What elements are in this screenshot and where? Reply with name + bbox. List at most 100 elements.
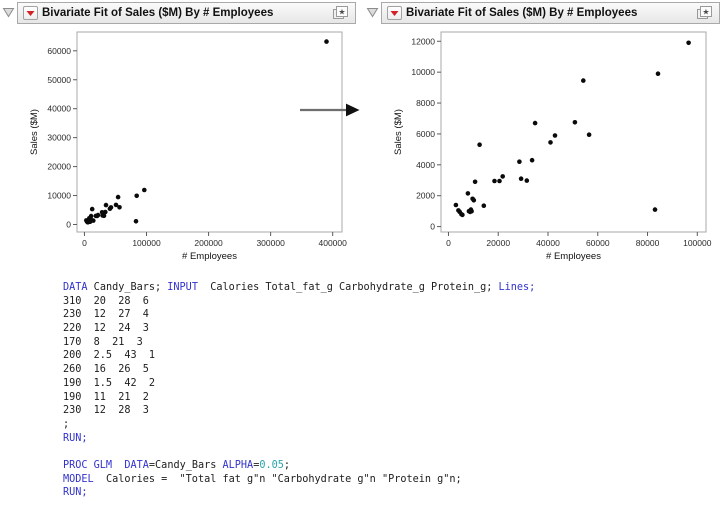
code-token-tx: 260 16 26 5 [63,364,149,376]
x-axis-title: # Employees [182,251,237,262]
data-point[interactable] [469,208,474,214]
data-point[interactable] [548,140,553,145]
disclosure-triangle-icon[interactable] [366,7,379,18]
code-token-tx: ; [63,418,70,430]
data-point[interactable] [552,133,558,138]
code-token-kw: RUN; [63,432,88,444]
svg-text:★: ★ [702,8,709,17]
data-point[interactable] [115,194,121,200]
code-line: 220 12 24 3 [63,322,535,336]
data-point[interactable] [472,179,478,185]
code-token-tx: Candy_Bars [155,459,223,471]
data-table-star-icon[interactable]: ★ [696,5,714,21]
y-tick-label: 50000 [47,75,71,85]
data-point[interactable] [529,157,535,163]
scatter-plot-full-range[interactable]: 0 100000 200000 300000 400000 0 10000 20000 3000… [17,26,356,263]
scatter-plot-zoomed[interactable]: 0 20000 40000 60000 80000 100000 0 2000 4000 6000… [381,26,720,263]
data-point[interactable] [103,209,108,215]
code-token-tx: Calories Total_fat_g Carbohydrate_g Prot… [197,282,499,293]
code-line: 190 11 21 2 [63,391,535,405]
data-point[interactable] [517,159,522,164]
disclosure-triangle-icon[interactable] [2,7,15,18]
data-point[interactable] [103,202,109,208]
data-point[interactable] [113,202,119,208]
data-point[interactable] [572,120,578,125]
data-table-star-icon[interactable]: ★ [332,5,350,21]
y-tick-label: 10000 [47,191,71,201]
data-point[interactable] [581,78,586,83]
code-line: 170 8 21 3 [63,336,535,350]
data-point[interactable] [497,178,502,184]
x-tick-label: 0 [82,238,87,248]
code-token-kw: Lines; [498,282,536,293]
code-token-tx: 230 12 28 3 [63,405,149,417]
code-token-tx: 190 1.5 42 2 [63,377,156,389]
data-point[interactable] [108,205,114,210]
x-tick-label: 80000 [636,238,660,248]
data-point[interactable] [686,40,691,46]
code-token-tx: ; [283,459,291,471]
red-triangle-menu-button[interactable] [23,6,38,20]
data-point[interactable] [532,120,538,126]
x-tick-label: 0 [446,238,451,248]
data-point[interactable] [652,207,658,212]
code-token-tx: = [148,459,156,471]
y-tick-label: 12000 [411,36,435,46]
code-token-tx: = [253,459,260,471]
sas-code-editor[interactable]: DATA Candy_Bars; INPUT Calories Total_fa… [63,281,535,500]
x-tick-label: 200000 [194,238,223,248]
code-line: 200 2.5 43 1 [63,349,535,363]
x-tick-label: 300000 [256,238,285,248]
data-point[interactable] [89,206,95,212]
data-point[interactable] [586,132,592,137]
x-tick-label: 100000 [683,238,712,248]
code-token-tx: 220 12 24 3 [63,323,149,335]
x-axis-title: # Employees [546,251,601,262]
code-line: 310 20 28 6 [63,295,535,309]
data-point[interactable] [88,213,94,219]
code-token-num: 0.05 [259,459,284,471]
code-token-kw: RUN; [63,487,88,499]
code-line: 230 12 28 3 [63,404,535,418]
data-point[interactable] [460,212,465,218]
code-line: 260 16 26 5 [63,363,535,377]
data-point[interactable] [324,39,329,44]
code-token-tx: 230 12 27 4 [63,309,149,321]
data-point[interactable] [481,203,487,208]
red-triangle-menu-button[interactable] [387,6,402,20]
x-tick-label: 20000 [486,238,510,248]
data-point[interactable] [117,205,122,210]
code-token-kw: PROC GLM [63,459,113,471]
code-token-kw: MODEL [63,473,94,485]
x-tick-label: 60000 [586,238,610,248]
data-point[interactable] [477,142,482,147]
data-point[interactable] [133,219,139,224]
data-point[interactable] [471,198,477,203]
data-point[interactable] [524,178,530,183]
code-token-kw: DATA [124,459,149,471]
x-tick-label: 40000 [536,238,560,248]
data-point[interactable] [492,178,497,184]
data-point[interactable] [518,176,524,181]
data-point[interactable] [142,187,147,193]
red-triangle-icon [390,10,399,16]
code-token-kw: DATA [63,282,88,293]
data-point[interactable] [134,193,139,199]
code-line: RUN; [63,432,535,446]
y-tick-label: 30000 [47,133,71,143]
outline-title-bar-left[interactable]: Bivariate Fit of Sales ($M) By # Employe… [17,2,356,24]
outline-title-bar-right[interactable]: Bivariate Fit of Sales ($M) By # Employe… [381,2,720,24]
data-point[interactable] [101,213,107,219]
code-line: 230 12 27 4 [63,308,535,322]
y-tick-label: 10000 [411,67,435,77]
code-token-kw: INPUT [167,282,198,293]
code-token-tx: 200 2.5 43 1 [63,350,156,362]
data-point[interactable] [95,212,101,218]
y-tick-label: 2000 [416,191,435,201]
data-point[interactable] [655,71,661,76]
data-point[interactable] [500,174,505,179]
data-point[interactable] [453,202,459,208]
code-token-tx: Calories = "Total fat g"n "Carbohydrate … [93,473,462,485]
data-point[interactable] [465,191,471,196]
data-point[interactable] [91,218,96,223]
